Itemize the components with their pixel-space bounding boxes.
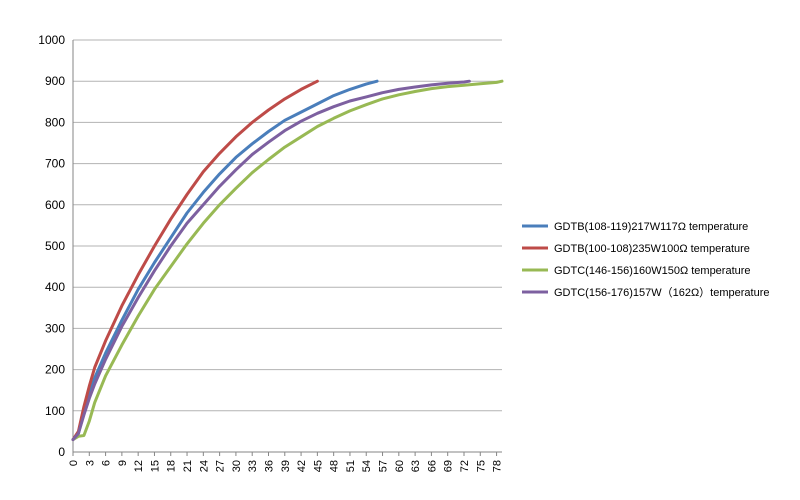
y-tick-label: 300 [45,321,65,335]
x-tick-label: 15 [149,460,161,472]
y-tick-label: 600 [45,198,65,212]
x-tick-label: 21 [182,460,194,472]
x-tick-label: 3 [84,460,96,466]
x-tick-label: 0 [68,460,80,466]
x-tick-label: 6 [101,460,113,466]
x-tick-label: 63 [410,460,422,472]
legend-label: GDTC(156-176)157W（162Ω）temperature [554,286,769,299]
legend-item: GDTC(156-176)157W（162Ω）temperature [522,286,769,299]
x-tick-label: 18 [166,460,178,472]
series-line-3 [71,79,504,442]
y-tick-label: 1000 [38,33,65,47]
x-tick-label: 51 [345,460,357,472]
y-tick-label: 700 [45,157,65,171]
series-line-4 [71,79,471,442]
y-tick-label: 100 [45,404,65,418]
x-tick-label: 42 [296,460,308,472]
y-axis: 0 100 200 300 400 500 600 700 800 900 1000 [38,33,74,459]
series-line-2 [71,79,319,442]
legend-label: GDTC(146-156)160W150Ω temperature [554,265,751,277]
y-tick-label: 400 [45,280,65,294]
x-tick-label: 57 [378,460,390,472]
legend-item: GDTB(100-108)235W100Ω temperature [522,243,750,255]
y-tick-label: 500 [45,239,65,253]
y-tick-label: 0 [58,445,65,459]
legend-label: GDTB(108-119)217W117Ω temperature [554,221,748,233]
x-axis: 0 3 6 9 12 15 18 21 24 27 30 33 36 39 42 45 48 51 54 57 60 63… [68,452,504,472]
x-tick-label: 27 [215,460,227,472]
legend-item: GDTB(108-119)217W117Ω temperature [522,221,748,233]
x-tick-label: 48 [329,460,341,472]
gridlines [73,39,502,453]
series-line-1 [71,79,379,442]
x-tick-label: 9 [117,460,129,466]
x-tick-label: 72 [459,460,471,472]
series-lines [71,79,504,442]
x-tick-label: 75 [475,460,487,472]
x-tick-label: 78 [492,460,504,472]
x-tick-label: 60 [394,460,406,472]
x-tick-label: 33 [247,460,259,472]
y-tick-label: 800 [45,115,65,129]
x-tick-label: 12 [133,460,145,472]
y-tick-label: 900 [45,74,65,88]
x-tick-label: 39 [280,460,292,472]
x-tick-label: 54 [361,460,373,472]
legend-item: GDTC(146-156)160W150Ω temperature [522,265,751,277]
y-tick-label: 200 [45,363,65,377]
legend: GDTB(108-119)217W117Ω temperature GDTB(10… [522,221,769,299]
x-tick-label: 66 [426,460,438,472]
x-tick-label: 30 [231,460,243,472]
x-tick-label: 36 [263,460,275,472]
legend-label: GDTB(100-108)235W100Ω temperature [554,243,750,255]
x-tick-label: 69 [443,460,455,472]
x-tick-label: 24 [198,460,210,472]
x-tick-label: 45 [312,460,324,472]
